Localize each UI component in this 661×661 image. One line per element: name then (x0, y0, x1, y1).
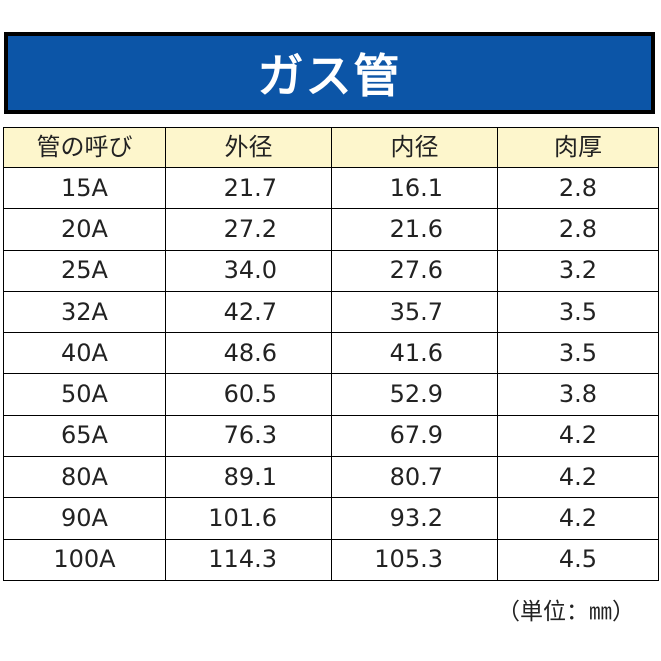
table-row: 80A 89.1 80.7 4.2 (3, 456, 659, 499)
cell-outer-diameter: 114.3 (165, 538, 332, 581)
column-header-nominal: 管の呼び (3, 127, 166, 168)
cell-inner-diameter: 105.3 (331, 538, 498, 581)
cell-inner-diameter: 67.9 (331, 414, 498, 458)
cell-inner-diameter: 41.6 (331, 332, 498, 375)
cell-outer-diameter: 21.7 (165, 166, 332, 210)
cell-inner-diameter: 35.7 (331, 290, 498, 334)
title-banner: ガス管 (4, 32, 655, 114)
table-row: 40A 48.6 41.6 3.5 (3, 332, 659, 375)
cell-wall-thickness: 3.5 (497, 332, 659, 375)
table-body: 15A 21.7 16.1 2.8 20A 27.2 21.6 2.8 25A 34.0 27.6 3… (3, 166, 659, 581)
column-header-outer-diameter: 外径 (165, 127, 332, 168)
cell-wall-thickness: 3.8 (497, 373, 659, 416)
table-row: 65A 76.3 67.9 4.2 (3, 414, 659, 458)
cell-outer-diameter: 48.6 (165, 332, 332, 375)
cell-outer-diameter: 42.7 (165, 290, 332, 334)
cell-outer-diameter: 101.6 (165, 497, 332, 540)
table-row: 32A 42.7 35.7 3.5 (3, 290, 659, 334)
cell-nominal: 40A (3, 332, 166, 375)
cell-outer-diameter: 27.2 (165, 208, 332, 251)
cell-inner-diameter: 27.6 (331, 249, 498, 292)
table-row: 50A 60.5 52.9 3.8 (3, 373, 659, 416)
cell-wall-thickness: 3.5 (497, 290, 659, 334)
cell-wall-thickness: 2.8 (497, 166, 659, 210)
cell-outer-diameter: 34.0 (165, 249, 332, 292)
cell-nominal: 80A (3, 456, 166, 499)
cell-inner-diameter: 80.7 (331, 456, 498, 499)
table-header-row: 管の呼び 外径 内径 肉厚 (3, 127, 659, 168)
cell-inner-diameter: 93.2 (331, 497, 498, 540)
cell-inner-diameter: 21.6 (331, 208, 498, 251)
column-header-inner-diameter: 内径 (331, 127, 498, 168)
gas-pipe-spec-table: 管の呼び 外径 内径 肉厚 15A 21.7 16.1 2.8 20A 27.2 21.6 2… (3, 127, 659, 581)
table-row: 90A 101.6 93.2 4.2 (3, 497, 659, 540)
cell-nominal: 20A (3, 208, 166, 251)
cell-inner-diameter: 16.1 (331, 166, 498, 210)
cell-nominal: 100A (3, 538, 166, 581)
cell-wall-thickness: 2.8 (497, 208, 659, 251)
cell-nominal: 90A (3, 497, 166, 540)
cell-nominal: 50A (3, 373, 166, 416)
banner-title: ガス管 (257, 49, 402, 103)
cell-nominal: 32A (3, 290, 166, 334)
cell-wall-thickness: 3.2 (497, 249, 659, 292)
column-header-wall-thickness: 肉厚 (497, 127, 659, 168)
cell-nominal: 15A (3, 166, 166, 210)
table-row: 20A 27.2 21.6 2.8 (3, 208, 659, 251)
table-row: 15A 21.7 16.1 2.8 (3, 166, 659, 210)
cell-wall-thickness: 4.2 (497, 414, 659, 458)
table-row: 25A 34.0 27.6 3.2 (3, 249, 659, 292)
cell-nominal: 25A (3, 249, 166, 292)
cell-outer-diameter: 60.5 (165, 373, 332, 416)
unit-note: （単位：㎜） (497, 599, 635, 625)
cell-wall-thickness: 4.2 (497, 497, 659, 540)
cell-wall-thickness: 4.2 (497, 456, 659, 499)
cell-outer-diameter: 76.3 (165, 414, 332, 458)
table-row: 100A 114.3 105.3 4.5 (3, 538, 659, 581)
cell-outer-diameter: 89.1 (165, 456, 332, 499)
cell-nominal: 65A (3, 414, 166, 458)
cell-wall-thickness: 4.5 (497, 538, 659, 581)
cell-inner-diameter: 52.9 (331, 373, 498, 416)
